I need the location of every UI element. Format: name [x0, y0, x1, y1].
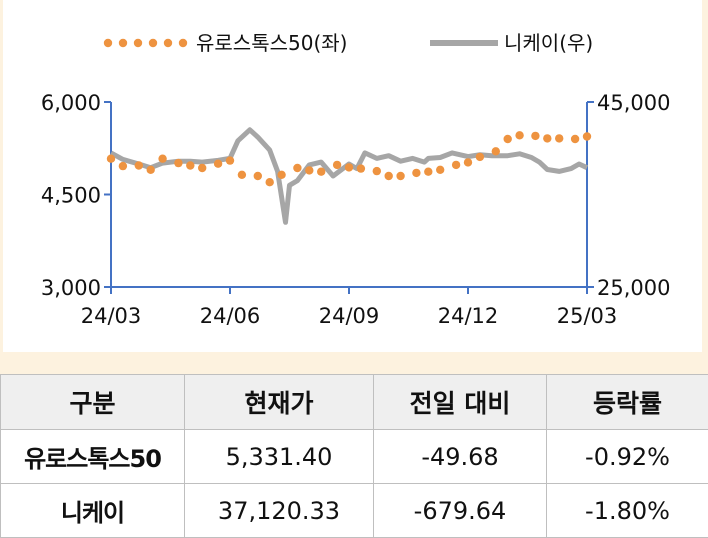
- euro-point: [277, 171, 285, 179]
- tick-labels: 6,000 4,500 3,000 45,000 25,000 24/03 24/06 24/…: [41, 91, 671, 328]
- euro-point: [412, 169, 420, 177]
- x-tick-label: 24/03: [81, 304, 142, 328]
- row-price: 37,120.33: [185, 484, 374, 538]
- axes: [104, 102, 594, 294]
- header-change: 전일 대비: [374, 375, 547, 430]
- row-change: -679.64: [374, 484, 547, 538]
- legend-euro-dot: [104, 39, 112, 47]
- row-rate: -0.92%: [547, 430, 708, 484]
- left-tick-label: 4,500: [41, 184, 101, 208]
- frame-left-band: [0, 0, 3, 358]
- euro-point: [135, 161, 143, 169]
- euro-point: [583, 132, 591, 140]
- euro-point: [555, 134, 563, 142]
- legend-euro-marker: [104, 39, 187, 47]
- euro-point: [198, 164, 206, 172]
- row-name: 니케이: [1, 484, 185, 538]
- euro-point: [186, 161, 194, 169]
- left-tick-label: 3,000: [41, 276, 101, 300]
- chart-panel: 유로스톡스50(좌) 니케이(우) 6,000 4,500 3,000 45,000 2…: [0, 0, 708, 358]
- euro-point: [174, 159, 182, 167]
- row-price: 5,331.40: [185, 430, 374, 484]
- euro-point: [305, 166, 313, 174]
- nikkei-series-line: [111, 130, 587, 223]
- x-tick-label: 25/03: [557, 304, 618, 328]
- x-tick-label: 24/09: [319, 304, 380, 328]
- right-tick-label: 45,000: [597, 91, 670, 115]
- euro-point: [452, 161, 460, 169]
- header-price: 현재가: [185, 375, 374, 430]
- euro-point: [119, 162, 127, 170]
- euro-point: [238, 171, 246, 179]
- euro-point: [333, 161, 341, 169]
- euro-point: [385, 172, 393, 180]
- legend-euro-dot: [149, 39, 157, 47]
- row-rate: -1.80%: [547, 484, 708, 538]
- euro-point: [571, 135, 579, 143]
- euro-point: [492, 147, 500, 155]
- euro-point: [396, 172, 404, 180]
- summary-table: 구분 현재가 전일 대비 등락률 유로스톡스50 5,331.40 -49.68…: [0, 374, 708, 538]
- euro-point: [464, 158, 472, 166]
- euro-point: [158, 155, 166, 163]
- euro-point: [476, 153, 484, 161]
- euro-point: [147, 166, 155, 174]
- table-header-row: 구분 현재가 전일 대비 등락률: [1, 375, 708, 430]
- right-tick-label: 25,000: [597, 276, 670, 300]
- euro-point: [357, 164, 365, 172]
- euro-point: [345, 163, 353, 171]
- row-name: 유로스톡스50: [1, 430, 185, 484]
- legend-nikkei-label: 니케이(우): [504, 31, 593, 55]
- frame-right-band: [702, 0, 708, 358]
- euro-point: [266, 178, 274, 186]
- legend-euro-dot: [179, 39, 187, 47]
- legend-euro-dot: [164, 39, 172, 47]
- nikkei-line: [111, 130, 587, 223]
- euro-point: [214, 160, 222, 168]
- table-row: 유로스톡스50 5,331.40 -49.68 -0.92%: [1, 430, 708, 484]
- euro-point: [254, 172, 262, 180]
- euro-point: [515, 131, 523, 139]
- euro-point: [226, 156, 234, 164]
- euro-point: [293, 164, 301, 172]
- table-row: 니케이 37,120.33 -679.64 -1.80%: [1, 484, 708, 538]
- euro-point: [317, 168, 325, 176]
- euro-point: [531, 132, 539, 140]
- row-change: -49.68: [374, 430, 547, 484]
- euro-point: [504, 135, 512, 143]
- left-tick-label: 6,000: [41, 91, 101, 115]
- euro-point: [543, 134, 551, 142]
- frame-bottom-band: [0, 352, 708, 374]
- legend-euro-label: 유로스톡스50(좌): [196, 31, 347, 55]
- line-chart: 유로스톡스50(좌) 니케이(우) 6,000 4,500 3,000 45,000 2…: [0, 0, 708, 358]
- euro-point: [424, 168, 432, 176]
- legend: 유로스톡스50(좌) 니케이(우): [104, 31, 593, 55]
- euro-point: [107, 155, 115, 163]
- header-rate: 등락률: [547, 375, 708, 430]
- legend-euro-dot: [119, 39, 127, 47]
- euro-point: [373, 167, 381, 175]
- legend-euro-dot: [134, 39, 142, 47]
- header-category: 구분: [1, 375, 185, 430]
- x-tick-label: 24/06: [200, 304, 261, 328]
- euro-point: [436, 166, 444, 174]
- x-tick-label: 24/12: [438, 304, 499, 328]
